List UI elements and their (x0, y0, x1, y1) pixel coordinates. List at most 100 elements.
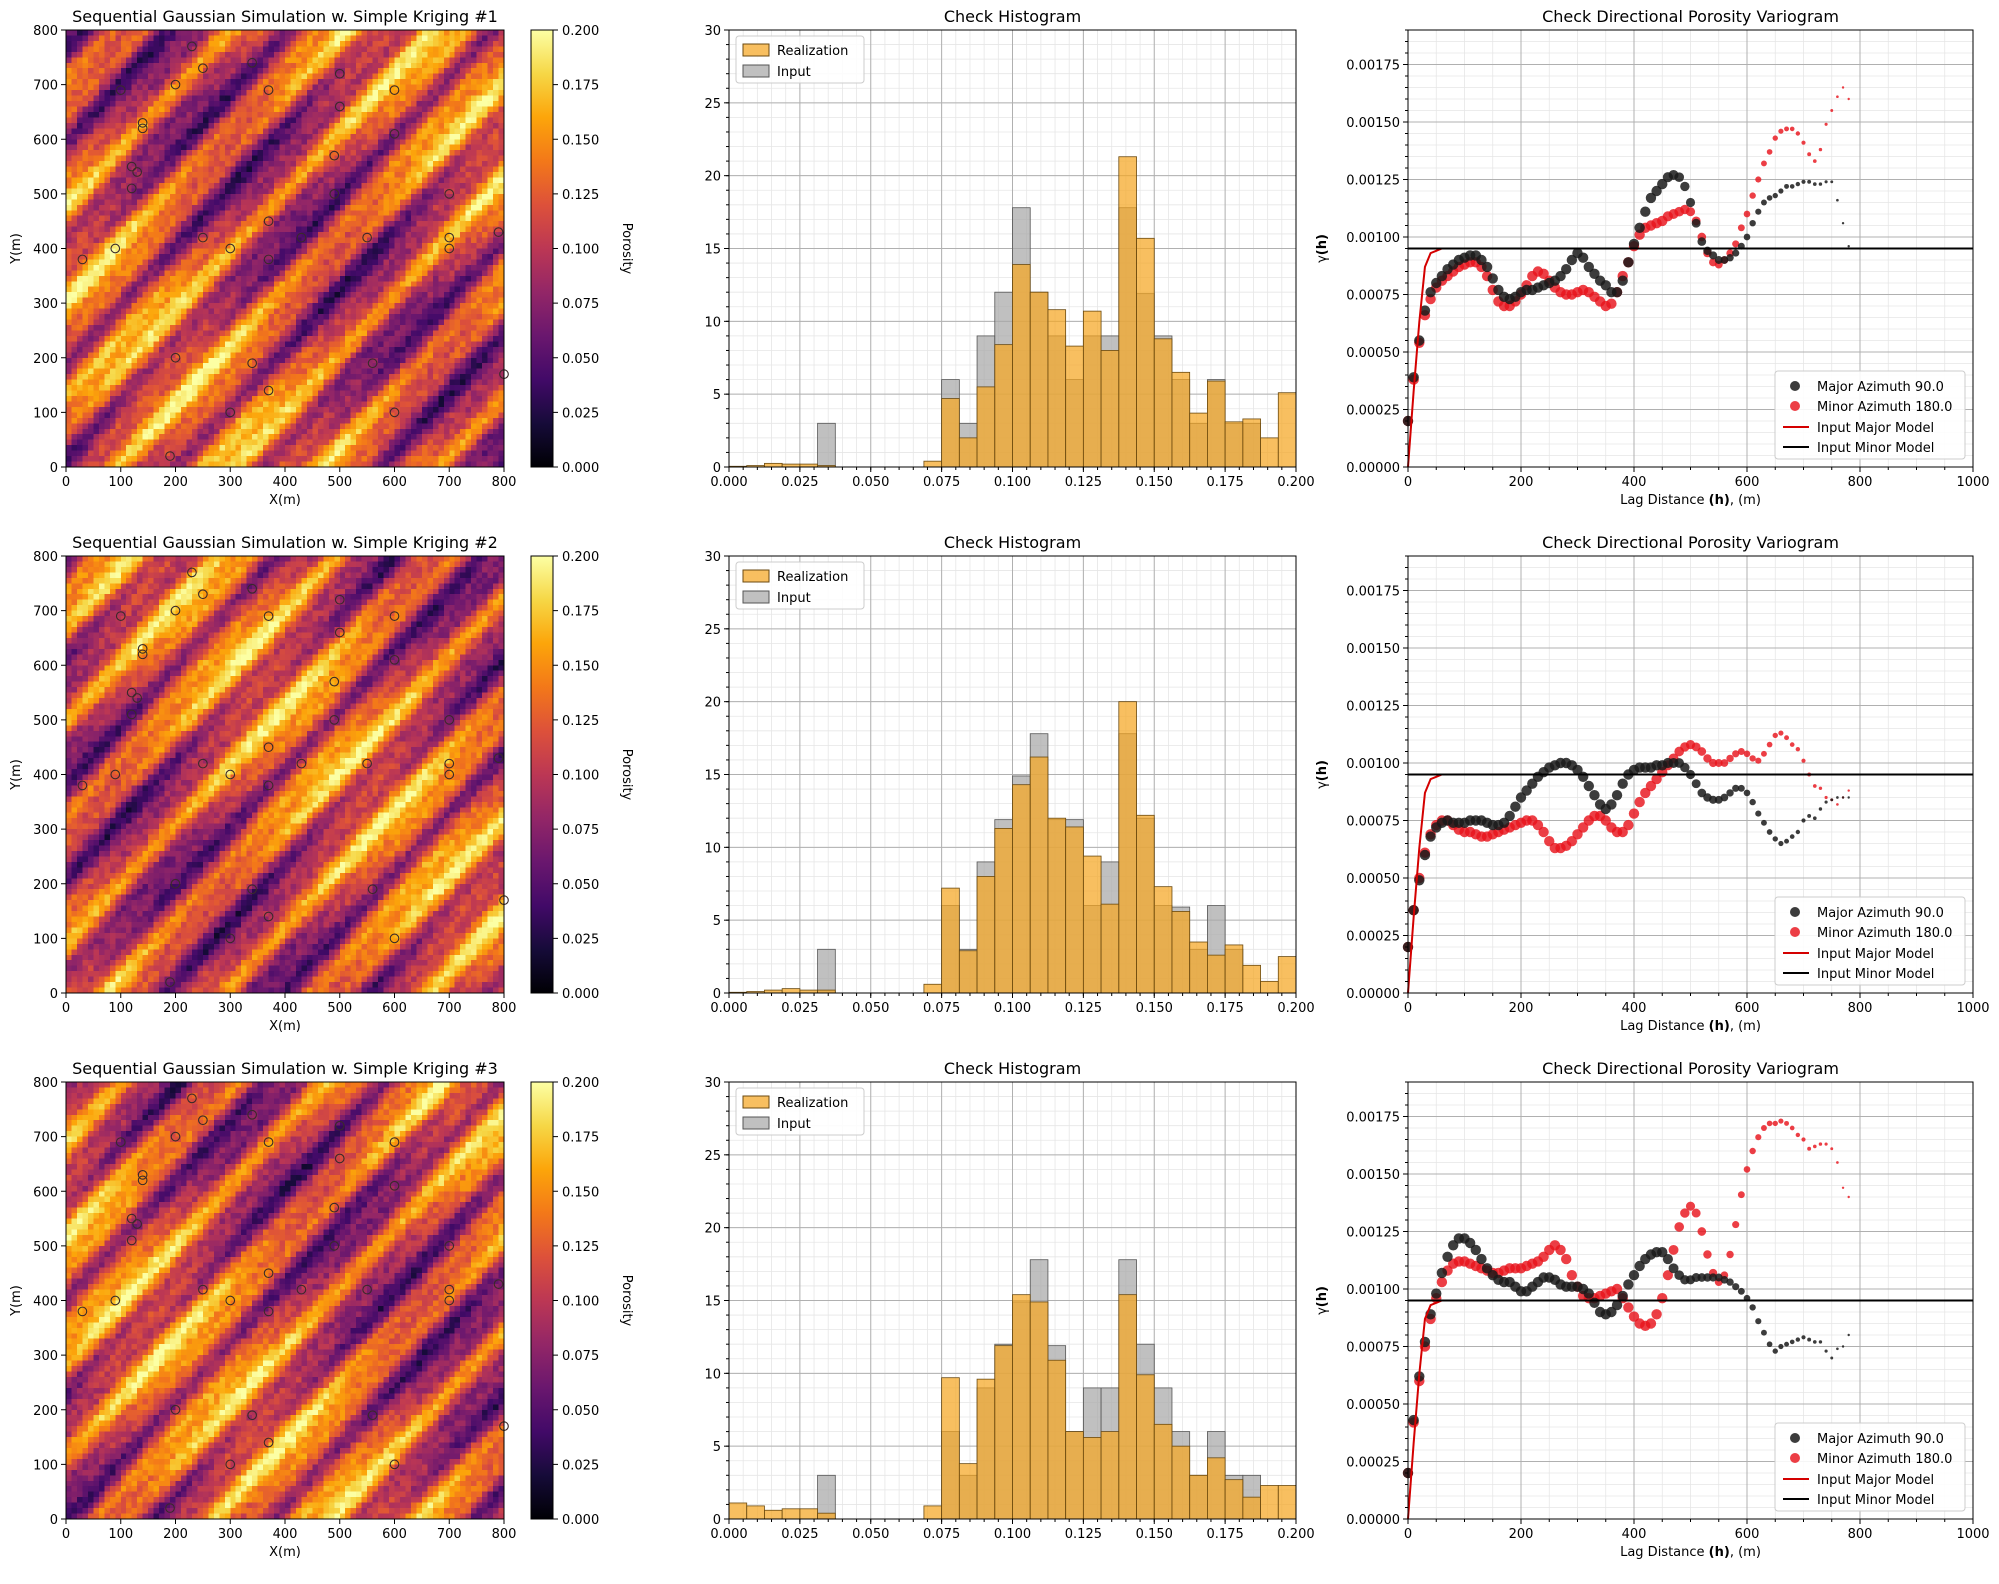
legend-label-major-model: Input Major Model (1817, 947, 1934, 962)
well-marker (334, 594, 345, 605)
realization-bar (1224, 421, 1244, 468)
x-tick-label: 0.125 (1065, 1527, 1102, 1542)
major-azimuth-point (1431, 1288, 1442, 1299)
realization-bar (1012, 1294, 1031, 1520)
realization-bar (1189, 1474, 1208, 1520)
x-tick-label: 400 (273, 1527, 298, 1542)
major-azimuth-point (1726, 789, 1734, 797)
x-tick-label: 100 (108, 1527, 133, 1542)
minor-azimuth-point (1628, 1311, 1640, 1322)
minor-azimuth-point (1743, 210, 1751, 218)
legend-label-minor: Minor Azimuth 180.0 (1817, 926, 1952, 941)
well-marker (137, 1175, 148, 1186)
variogram-panel: Check Directional Porosity Variogram 0 200… (1315, 7, 1990, 508)
x-tick-label: 600 (1735, 1001, 1760, 1016)
well-marker (263, 1306, 274, 1317)
legend-swatch-realization (742, 569, 770, 583)
major-azimuth-point (1510, 801, 1521, 812)
y-tick-label: 0.00075 (1346, 815, 1400, 830)
y-tick-label: 0.00175 (1346, 1111, 1400, 1126)
minor-azimuth-point (1697, 747, 1707, 756)
x-tick-label: 0.050 (852, 1001, 889, 1016)
major-azimuth-point (1737, 784, 1745, 792)
well-marker (247, 583, 257, 594)
major-azimuth-point (1600, 280, 1611, 291)
well-marker (444, 1241, 455, 1251)
realization-bar (1082, 1437, 1102, 1520)
y-tick-label: 100 (33, 1458, 58, 1473)
x-axis-label: Lag Distance (h), (m) (1620, 1545, 1761, 1560)
x-tick-label: 0 (1404, 475, 1412, 490)
major-azimuth-point (1476, 1253, 1487, 1265)
well-marker (362, 758, 372, 769)
realization-bar (817, 1512, 836, 1520)
realization-bar (764, 462, 783, 468)
x-axis-label: Lag Distance (h), (m) (1620, 1019, 1761, 1034)
well-marker (444, 715, 455, 725)
minor-azimuth-point (1561, 1253, 1572, 1265)
realization-bar (923, 983, 943, 994)
y-tick-label: 0.00075 (1346, 1341, 1400, 1356)
y-axis-label-symbol: γ (1315, 1307, 1330, 1315)
minor-azimuth-point (1795, 747, 1801, 752)
y-tick-label: 0.00000 (1346, 1513, 1400, 1528)
minor-azimuth-point (1703, 1250, 1712, 1259)
major-azimuth-point (1732, 784, 1740, 792)
well-marker (389, 1180, 400, 1191)
major-azimuth-point (1611, 790, 1623, 801)
realization-bar (976, 876, 996, 994)
x-tick-label: 400 (1622, 1527, 1647, 1542)
well-marker (362, 1284, 372, 1295)
y-tick-label: 0 (713, 1513, 721, 1528)
minor-azimuth-point (1818, 147, 1823, 152)
minor-azimuth-point (1538, 1251, 1549, 1263)
well-marker (329, 1241, 340, 1251)
minor-azimuth-point (1566, 836, 1578, 847)
well-marker (187, 567, 197, 578)
well-marker (263, 385, 274, 396)
y-tick-label: 700 (33, 605, 58, 620)
well-marker (137, 123, 148, 134)
well-marker (263, 1268, 274, 1279)
major-azimuth-point (1583, 1288, 1595, 1299)
well-marker (296, 758, 307, 769)
realization-bar (976, 1378, 996, 1520)
x-tick-label: 0.000 (710, 1001, 747, 1016)
major-azimuth-point (1662, 1254, 1673, 1265)
y-tick-label: 0.00000 (1346, 987, 1400, 1002)
major-azimuth-point (1645, 192, 1657, 204)
y-tick-label: 20 (704, 1222, 721, 1237)
minor-azimuth-point (1761, 1125, 1767, 1131)
y-axis-label-bold: (h) (1315, 760, 1330, 781)
well-marker (198, 589, 208, 600)
minor-azimuth-point (1761, 750, 1767, 757)
y-axis-label: Y(m) (9, 233, 24, 265)
colorbar-tick-label: 0.200 (562, 1076, 599, 1091)
major-azimuth-point (1818, 182, 1823, 186)
x-tick-label: 600 (1735, 475, 1760, 490)
y-tick-label: 600 (33, 1185, 58, 1200)
realization-bar (1118, 156, 1137, 468)
realization-bar (799, 1508, 818, 1520)
x-tick-label: 0.025 (781, 475, 818, 490)
minor-azimuth-point (1436, 1276, 1448, 1288)
realization-bar (1277, 956, 1297, 994)
x-tick-label: 400 (1622, 475, 1647, 490)
minor-azimuth-point (1807, 1146, 1812, 1151)
minor-azimuth-point (1766, 149, 1773, 155)
well-marker (225, 243, 236, 254)
well-marker (198, 63, 208, 74)
x-axis-label-text: Lag Distance (1620, 493, 1709, 508)
well-marker (247, 1410, 257, 1421)
well-marker (170, 352, 181, 363)
colorbar-label: Porosity (619, 749, 634, 801)
well-marker (263, 85, 274, 95)
major-azimuth-point (1419, 305, 1431, 316)
y-tick-label: 0.00050 (1346, 1398, 1400, 1413)
minor-azimuth-point (1726, 754, 1734, 763)
legend-label-major: Major Azimuth 90.0 (1817, 380, 1944, 395)
histogram-title: Check Histogram (944, 7, 1081, 26)
porosity-raster (66, 30, 504, 467)
input-bar (817, 948, 836, 994)
minor-azimuth-point (1628, 808, 1640, 819)
